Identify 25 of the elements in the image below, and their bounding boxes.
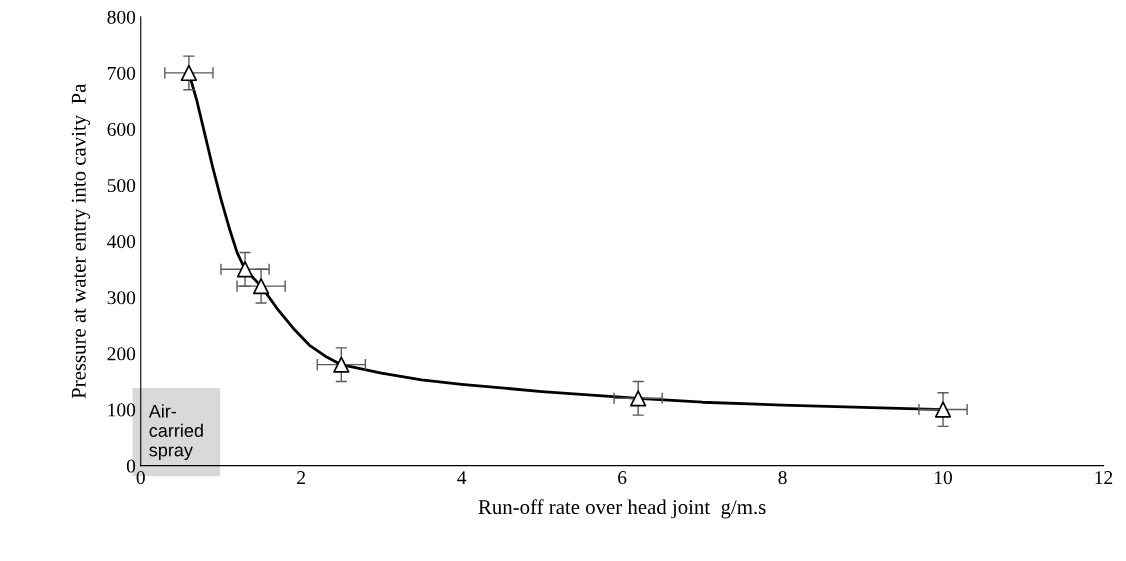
x-tick-label: 4 <box>457 471 467 484</box>
point <box>236 261 254 278</box>
x-tick-label: 12 <box>1095 471 1113 484</box>
x-tick-label: 6 <box>618 471 627 485</box>
x-tick-label: 0 <box>136 471 145 485</box>
y-tick-label: 400 <box>107 235 136 249</box>
x-tick-label: 8 <box>778 471 787 485</box>
y-tick-label: 100 <box>108 403 136 417</box>
y-axis-title: Pressure at water entry into cavity Pa <box>71 83 91 399</box>
y-tick-label: 800 <box>107 10 136 24</box>
point <box>252 277 270 295</box>
point <box>333 356 350 373</box>
x-tick-label: 2 <box>297 471 305 484</box>
y-tick-label: 200 <box>107 347 136 361</box>
y-tick-label: 600 <box>107 122 136 136</box>
y-tick-label: 300 <box>107 291 136 305</box>
point <box>180 64 198 82</box>
point <box>934 401 952 418</box>
annotation: Air- carried spray <box>148 404 203 461</box>
x-axis-title: Run-off rate over head joint g/m.s <box>478 499 766 519</box>
point <box>630 390 647 407</box>
y-tick-label: 500 <box>107 178 136 193</box>
y-tick-label: 700 <box>108 66 136 80</box>
y-tick-label: 0 <box>126 459 136 473</box>
x-tick-label: 10 <box>935 471 953 485</box>
